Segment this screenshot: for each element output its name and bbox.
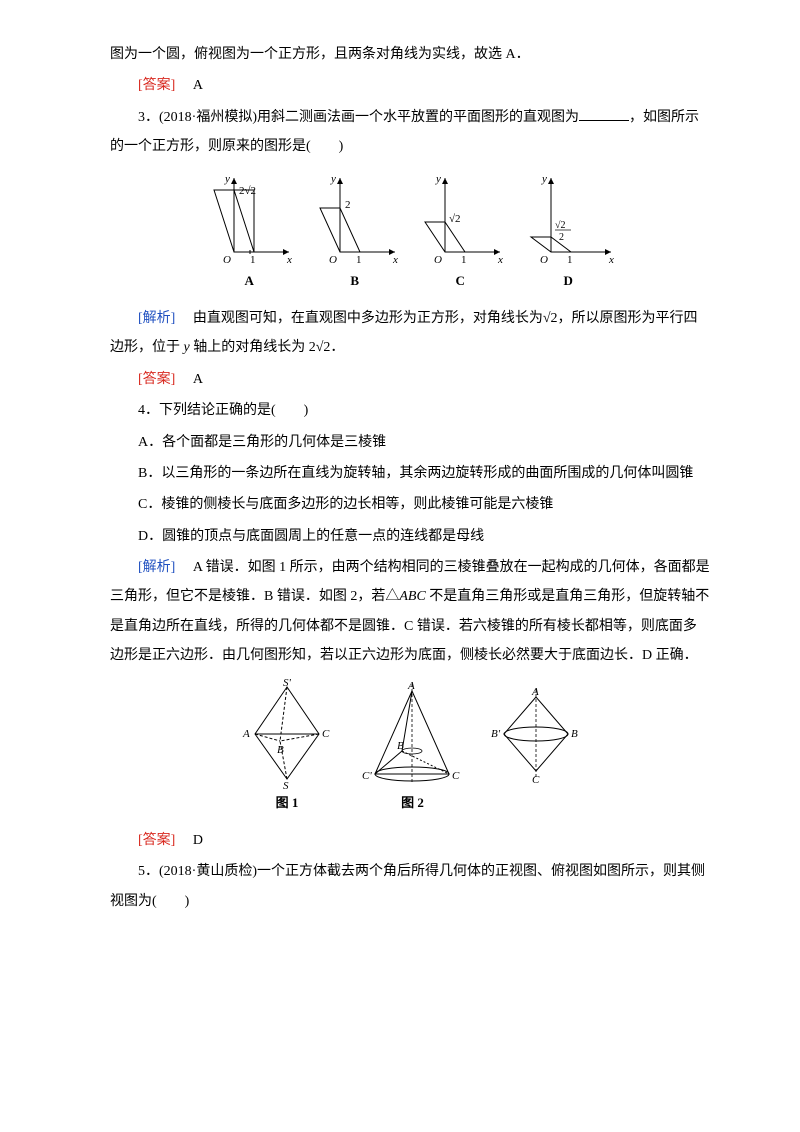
fig-label-d: D bbox=[521, 267, 616, 294]
svg-text:B': B' bbox=[491, 728, 501, 740]
svg-text:y: y bbox=[224, 173, 230, 185]
axes-icon: x y O 1 √2 2 bbox=[521, 170, 616, 265]
svg-text:x: x bbox=[497, 254, 503, 265]
q4-answer-line: [答案] D bbox=[110, 826, 710, 855]
svg-text:x: x bbox=[608, 254, 614, 265]
q3-fig-b: x y O 1 2 B bbox=[310, 170, 400, 294]
q4-stem: 4．下列结论正确的是( ) bbox=[110, 396, 710, 425]
svg-text:C: C bbox=[322, 728, 330, 740]
analysis-label: [解析] bbox=[138, 311, 175, 326]
svg-text:C: C bbox=[532, 774, 540, 786]
answer-label: [答案] bbox=[138, 78, 175, 93]
svg-text:O: O bbox=[540, 254, 548, 265]
q4-opt-a: A．各个面都是三角形的几何体是三棱锥 bbox=[110, 428, 710, 457]
fig-label-c: C bbox=[415, 267, 505, 294]
svg-text:A: A bbox=[531, 686, 539, 698]
fig1-label: 图 1 bbox=[235, 789, 340, 816]
svg-text:C': C' bbox=[362, 770, 372, 782]
svg-text:C: C bbox=[452, 770, 460, 782]
q3-stem: 3．(2018·福州模拟)用斜二测画法画一个水平放置的平面图形的直观图为，如图所… bbox=[110, 103, 710, 162]
answer-label: [答案] bbox=[138, 372, 175, 387]
svg-text:B: B bbox=[277, 744, 284, 756]
axes-icon: x y O 1 2√2 bbox=[204, 170, 294, 265]
svg-text:y: y bbox=[330, 173, 336, 185]
svg-text:B: B bbox=[397, 740, 404, 752]
answer-value bbox=[179, 78, 193, 93]
svg-text:√2: √2 bbox=[555, 220, 566, 231]
analysis-label: [解析] bbox=[138, 560, 175, 575]
q3-figures: x y O 1 2√2 A x y O 1 2 B bbox=[110, 170, 710, 296]
cone-rotation-icon: A B C' C bbox=[355, 679, 470, 789]
svg-text:S': S' bbox=[283, 679, 292, 689]
q3-analysis: [解析] 由直观图可知，在直观图中多边形为正方形，对角线长为√2，所以原图形为平… bbox=[110, 304, 710, 363]
svg-text:O: O bbox=[329, 254, 337, 265]
fig-label-b: B bbox=[310, 267, 400, 294]
q5-stem: 5．(2018·黄山质检)一个正方体截去两个角后所得几何体的正视图、俯视图如图所… bbox=[110, 857, 710, 916]
axes-icon: x y O 1 √2 bbox=[415, 170, 505, 265]
bipyramid-icon: S' A C B S bbox=[235, 679, 340, 789]
q3-fig-a: x y O 1 2√2 A bbox=[204, 170, 294, 294]
q4-figures: S' A C B S 图 1 A B C' C 图 2 A bbox=[110, 679, 710, 818]
fig-label-a: A bbox=[204, 267, 294, 294]
q4-opt-b: B．以三角形的一条边所在直线为旋转轴，其余两边旋转形成的曲面所围成的几何体叫圆锥 bbox=[110, 459, 710, 488]
svg-text:2: 2 bbox=[345, 199, 351, 211]
fig2-label: 图 2 bbox=[355, 789, 470, 816]
intro-line: 图为一个圆，俯视图为一个正方形，且两条对角线为实线，故选 A． bbox=[110, 40, 710, 69]
svg-text:O: O bbox=[434, 254, 442, 265]
q3-fig-d: x y O 1 √2 2 D bbox=[521, 170, 616, 294]
svg-text:x: x bbox=[392, 254, 398, 265]
svg-text:y: y bbox=[435, 173, 441, 185]
axes-icon: x y O 1 2 bbox=[310, 170, 400, 265]
svg-text:A: A bbox=[242, 728, 250, 740]
q3-fig-c: x y O 1 √2 C bbox=[415, 170, 505, 294]
svg-text:B: B bbox=[571, 728, 578, 740]
svg-text:1: 1 bbox=[461, 254, 467, 265]
q4-opt-c: C．棱锥的侧棱长与底面多边形的边长相等，则此棱锥可能是六棱锥 bbox=[110, 490, 710, 519]
svg-text:y: y bbox=[541, 173, 547, 185]
svg-text:2: 2 bbox=[559, 232, 564, 243]
q4-analysis: [解析] A 错误．如图 1 所示，由两个结构相同的三棱锥叠放在一起构成的几何体… bbox=[110, 553, 710, 671]
svg-text:S: S bbox=[283, 780, 289, 789]
q4-fig-1: S' A C B S 图 1 bbox=[235, 679, 340, 816]
svg-text:2√2: 2√2 bbox=[239, 185, 256, 197]
svg-text:1: 1 bbox=[567, 254, 573, 265]
answer-label: [答案] bbox=[138, 833, 175, 848]
q2-answer-line: [答案] A bbox=[110, 71, 710, 100]
q4-fig-2a: A B C' C 图 2 bbox=[355, 679, 470, 816]
q4-fig-2b: A B' B C bbox=[486, 679, 586, 816]
q3-answer-line: [答案] A bbox=[110, 365, 710, 394]
svg-text:A: A bbox=[407, 680, 415, 692]
spindle-icon: A B' B C bbox=[486, 679, 586, 789]
q4-opt-d: D．圆锥的顶点与底面圆周上的任意一点的连线都是母线 bbox=[110, 522, 710, 551]
blank-fill bbox=[579, 107, 629, 121]
svg-text:1: 1 bbox=[356, 254, 362, 265]
svg-text:O: O bbox=[223, 254, 231, 265]
svg-text:√2: √2 bbox=[449, 213, 461, 225]
svg-text:x: x bbox=[286, 254, 292, 265]
svg-text:1: 1 bbox=[250, 254, 256, 265]
